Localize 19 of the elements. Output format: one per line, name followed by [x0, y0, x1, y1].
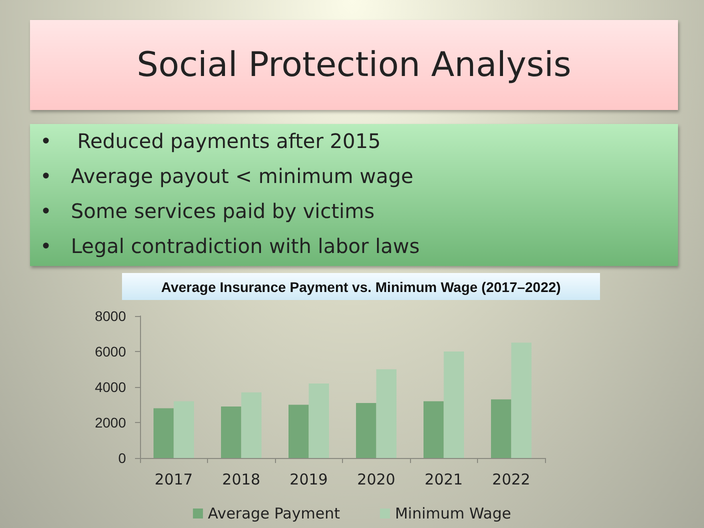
text: • Legal contradiction with labor laws [40, 233, 421, 260]
y-tick-label: 0 [118, 450, 126, 466]
y-tick-label: 4000 [94, 379, 126, 395]
x-tick-label: 2020 [357, 470, 396, 488]
x-tick-label: 2017 [154, 470, 193, 488]
legend-label: Average Payment [208, 504, 340, 522]
text: • Reduced payments after 2015 [40, 128, 382, 155]
y-tick-label: 2000 [94, 414, 126, 430]
x-tick-label: 2019 [290, 470, 328, 488]
chart-subtitle: Average Insurance Payment vs. Minimum Wage (2017–2022) [122, 273, 600, 300]
y-tick-label: 6000 [94, 344, 126, 360]
x-tick-label: 2022 [492, 470, 530, 488]
text: • Average payout < minimum wage [40, 163, 414, 190]
x-tick-label: 2018 [222, 470, 260, 488]
chart-title: Social Protection Analysis [30, 20, 678, 110]
legend-label: Minimum Wage [394, 504, 512, 522]
x-tick-label: 2021 [424, 470, 463, 488]
text: • Some services paid by victims [40, 198, 376, 225]
y-tick-label: 8000 [94, 308, 126, 324]
